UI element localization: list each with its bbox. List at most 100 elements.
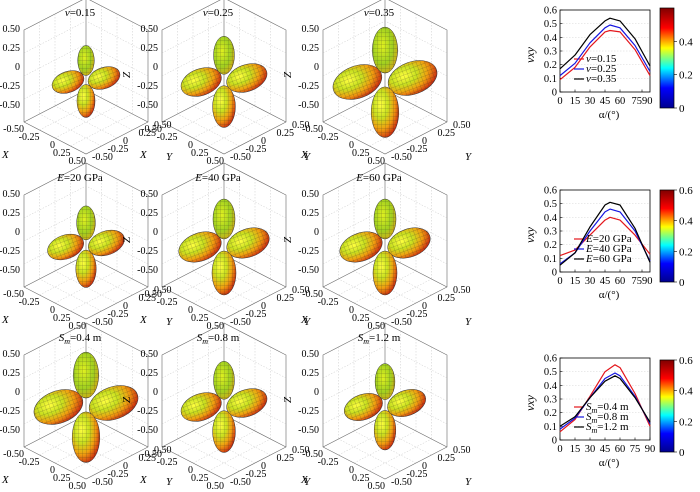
y-axis-label: vxy: [523, 46, 537, 63]
y-tick-label: 0.50: [154, 285, 172, 296]
z-tick-label: -0.25: [298, 81, 319, 92]
panel-3d-r0-p0: 0.500.250-0.25-0.50Z-0.50-0.2500.250.50X…: [0, 0, 174, 167]
y-tick-label: 0.5: [544, 199, 557, 210]
y-tick-label: 0.25: [139, 293, 157, 304]
x-tick-label: 0: [349, 305, 354, 316]
x-tick-label: -0.50: [3, 289, 24, 300]
y-axis-label: vxy: [523, 226, 537, 243]
x-tick-label: 0: [557, 276, 562, 287]
x-tick-label: 0: [557, 444, 562, 455]
y-tick-label: 0.4: [544, 33, 558, 44]
y-tick-label: 0.2: [544, 60, 557, 71]
lobe-mesh-0: [33, 389, 83, 425]
colorbar-tick-label: 0: [679, 103, 685, 115]
x-tick-label: 0.25: [352, 148, 370, 159]
z-tick-label: -0.50: [137, 265, 158, 276]
z-tick-label: -0.25: [137, 406, 158, 417]
x-tick-label: 45: [600, 96, 611, 107]
legend-label-2: v=0.35: [586, 73, 617, 85]
z-tick-label: 0.25: [141, 43, 159, 54]
y-tick-label: -0.25: [108, 469, 129, 480]
y-tick-label: 0: [261, 136, 266, 147]
x-tick-label: 60: [615, 444, 626, 455]
y-tick-label: 0.50: [292, 445, 310, 456]
x-tick-label: 15: [570, 444, 581, 455]
series-line-1: [559, 24, 651, 77]
colorbar-tick-label: 0.2: [679, 416, 693, 428]
x-tick-label: 7590: [632, 96, 653, 107]
z-tick-label: 0.50: [302, 24, 320, 35]
surface-plot: [47, 205, 125, 288]
z-tick-label: -0.25: [0, 406, 20, 417]
y-tick-label: 0: [552, 88, 557, 99]
x-tick-label: 0.25: [53, 148, 71, 159]
lobe-mesh-0: [339, 231, 383, 263]
series-line-2: [559, 375, 651, 427]
x-tick-label: 0.50: [368, 321, 386, 332]
y-tick-label: -0.25: [108, 144, 129, 155]
line-chart-2: 00.10.20.30.40.50.60 15 30 45 60 75 90α/(°)vxy…: [523, 354, 655, 470]
y-tick-label: 0.50: [453, 445, 471, 456]
colorbar-1: 0 0.2 0.4 0.6: [659, 185, 693, 289]
lobe-mesh-2: [213, 199, 235, 239]
x-tick-label: 0.50: [69, 321, 87, 332]
z-tick-label: 0: [15, 227, 20, 238]
y-axis-label: Y: [304, 476, 312, 488]
y-tick-label: 0.6: [544, 354, 557, 365]
y-tick-label: 0: [261, 301, 266, 312]
x-tick-label: 0: [50, 140, 55, 151]
y-tick-label: 0.2: [544, 408, 557, 419]
y-tick-label: 0.25: [277, 293, 295, 304]
colorbar-bar: [659, 189, 675, 283]
lobe-mesh-1: [226, 63, 267, 93]
y-tick-label: 0.3: [544, 395, 557, 406]
y-axis-label: Y: [304, 151, 312, 163]
x-tick-label: -0.50: [302, 289, 323, 300]
panel-3d-r1-p1: 0.500.250-0.25-0.50Z-0.50-0.2500.250.50X…: [121, 162, 312, 332]
z-tick-label: 0: [15, 387, 20, 398]
x-tick-label: 0.25: [53, 313, 71, 324]
lobe-mesh-1: [388, 60, 438, 96]
y-axis-label: Y: [166, 316, 174, 328]
y-tick-label: 0: [123, 136, 128, 147]
z-tick-label: 0: [15, 62, 20, 73]
y-tick-label: -0.50: [230, 152, 251, 163]
lobe-mesh-3: [371, 86, 399, 138]
surface-plot: [180, 361, 268, 453]
x-tick-label: 60: [615, 96, 626, 107]
panel-3d-r0-p2: 0.500.250-0.25-0.50Z-0.50-0.2500.250.50X…: [282, 0, 473, 167]
y-tick-label: 0.25: [139, 128, 157, 139]
y-tick-label: 0.6: [544, 186, 557, 197]
colorbar-tick-label: 0.4: [679, 216, 693, 228]
x-axis-label: X: [300, 474, 309, 486]
z-tick-label: -0.25: [137, 81, 158, 92]
legend-label-0: v=0.15: [586, 53, 617, 65]
lobe-mesh-3: [374, 410, 396, 450]
panel-label: Sm=0.8 m: [197, 332, 240, 346]
z-tick-label: 0.25: [302, 43, 320, 54]
lobe-mesh-3: [373, 251, 397, 295]
y-tick-label: -0.25: [407, 309, 428, 320]
x-tick-label: 15: [570, 96, 581, 107]
colorbar-tick-label: 0.2: [679, 70, 693, 82]
x-tick-label: 0.25: [191, 313, 209, 324]
lobe-mesh-1: [226, 227, 270, 259]
lobe-mesh-2: [77, 45, 95, 76]
lobe-mesh-0: [344, 393, 383, 421]
lobe-mesh-2: [213, 36, 235, 75]
z-tick-label: -0.50: [137, 100, 158, 111]
lobe-mesh-0: [181, 392, 222, 422]
x-tick-label: 30: [585, 444, 596, 455]
y-axis-label: Y: [304, 316, 312, 328]
lobe-mesh-3: [72, 411, 100, 463]
z-tick-label: -0.50: [298, 100, 319, 111]
y-tick-label: -0.25: [246, 309, 267, 320]
lobe-mesh-3: [212, 410, 236, 453]
panel-label: v=0.35: [364, 7, 395, 19]
surface-plot: [180, 36, 268, 128]
lobe-mesh-0: [178, 231, 222, 263]
x-axis-label: α/(°): [599, 289, 620, 301]
y-axis-label: vxy: [523, 394, 537, 411]
surface-plot: [51, 45, 121, 118]
